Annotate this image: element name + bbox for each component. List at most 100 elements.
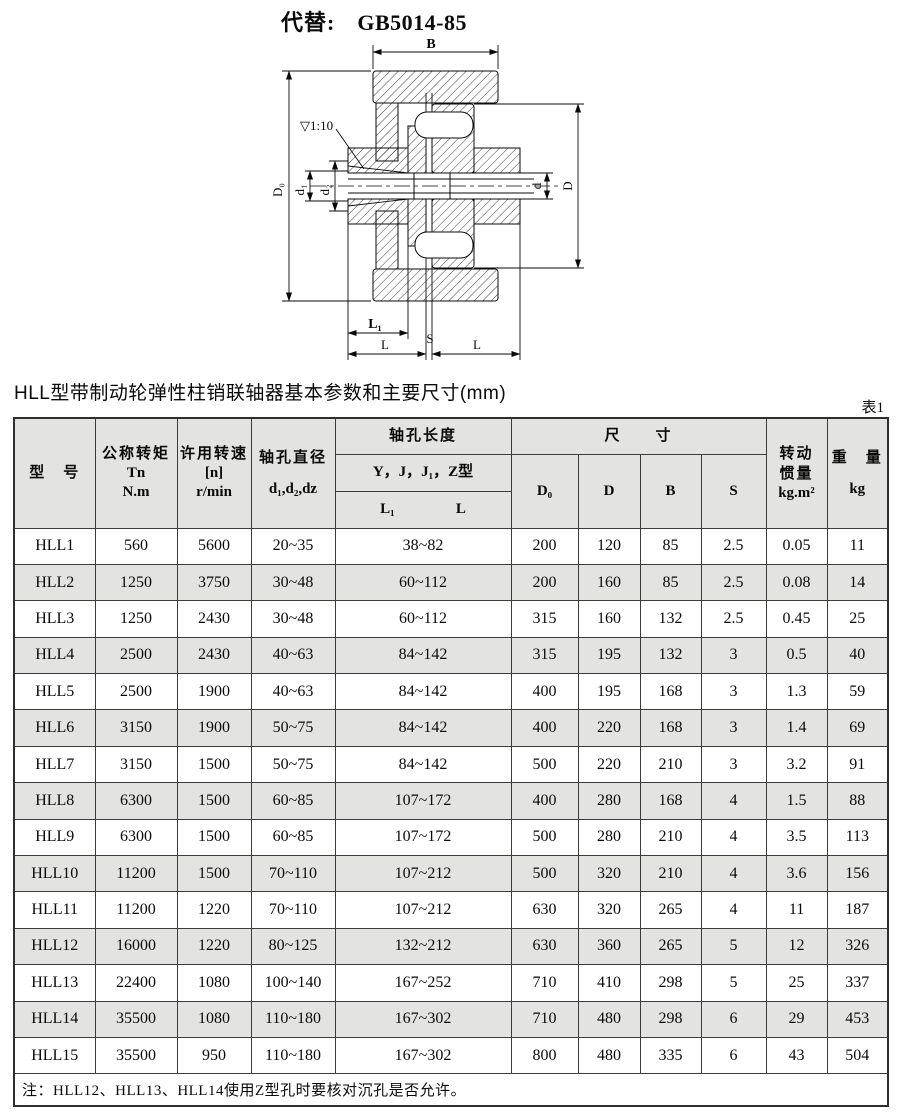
table-row: HLL14 35500 1080 110~180 167~302 710 480 298 6 29… bbox=[13, 1000, 889, 1038]
table-cell: 0.08 bbox=[765, 563, 828, 602]
taper-label: ▽1:10 bbox=[300, 118, 333, 133]
table-cell: 298 bbox=[639, 1000, 702, 1038]
table-cell: 0.05 bbox=[765, 527, 828, 565]
page-title: 代替: GB5014-85 bbox=[281, 5, 467, 37]
table-cell: 30~48 bbox=[250, 600, 336, 638]
model-cell: HLL14 bbox=[13, 1000, 96, 1038]
table-cell: 11200 bbox=[94, 891, 178, 929]
table-cell: 16000 bbox=[94, 927, 178, 966]
table-cell: 2500 bbox=[94, 636, 178, 675]
table-cell: 4 bbox=[700, 782, 767, 820]
table-cell: 40 bbox=[826, 636, 889, 675]
table-cell: 25 bbox=[765, 964, 828, 1002]
dim-label-d0: D₀ bbox=[270, 183, 285, 197]
model-cell: HLL8 bbox=[13, 782, 96, 820]
table-cell: 80~125 bbox=[250, 927, 336, 966]
table-cell: 504 bbox=[826, 1036, 889, 1075]
table-cell: 195 bbox=[577, 636, 641, 675]
table-cell: 1250 bbox=[94, 600, 178, 638]
table-cell: 6300 bbox=[94, 782, 178, 820]
table-cell: 500 bbox=[510, 855, 579, 893]
dim-label-b: B bbox=[426, 37, 435, 52]
table-cell: 1500 bbox=[176, 855, 252, 893]
table-row: HLL7 3150 1500 50~75 84~142 500 220 210 3 3.2 91 bbox=[13, 745, 889, 784]
table-cell: 315 bbox=[510, 636, 579, 675]
col-header-s: S bbox=[700, 453, 767, 529]
table-cell: 0.45 bbox=[765, 600, 828, 638]
table-cell: 210 bbox=[639, 745, 702, 784]
table-row: HLL12 16000 1220 80~125 132~212 630 360 265 5 12 3… bbox=[13, 927, 889, 966]
col-header-bore-length-group: 轴孔长度 bbox=[334, 417, 512, 455]
spec-table: 型 号 公称转矩 Tn N.m 许用转速 [n] r/min 轴孔直径 d₁,d… bbox=[13, 417, 890, 1108]
table-cell: 84~142 bbox=[334, 745, 512, 784]
model-cell: HLL6 bbox=[13, 709, 96, 747]
table-cell: 1080 bbox=[176, 1000, 252, 1038]
model-cell: HLL7 bbox=[13, 745, 96, 784]
table-cell: 630 bbox=[510, 891, 579, 929]
table-cell: 88 bbox=[826, 782, 889, 820]
table-row: HLL5 2500 1900 40~63 84~142 400 195 168 3 1.3 59 bbox=[13, 673, 889, 711]
table-cell: 1.4 bbox=[765, 709, 828, 747]
table-cell: 2.5 bbox=[700, 527, 767, 565]
table-cell: 84~142 bbox=[334, 709, 512, 747]
table-cell: 1220 bbox=[176, 891, 252, 929]
table-cell: 220 bbox=[577, 709, 641, 747]
model-cell: HLL2 bbox=[13, 563, 96, 602]
table-cell: 280 bbox=[577, 782, 641, 820]
table-cell: 360 bbox=[577, 927, 641, 966]
table-cell: 560 bbox=[94, 527, 178, 565]
table-cell: 113 bbox=[826, 818, 889, 857]
model-cell: HLL10 bbox=[13, 855, 96, 893]
table-cell: 84~142 bbox=[334, 673, 512, 711]
table-cell: 120 bbox=[577, 527, 641, 565]
coupling-section-drawing: B D₀ d₁ d₂ d D L₁ L S L ▽1:10 bbox=[270, 37, 584, 360]
table-cell: 337 bbox=[826, 964, 889, 1002]
table-cell: 40~63 bbox=[250, 636, 336, 675]
table-cell: 40~63 bbox=[250, 673, 336, 711]
col-header-speed: 许用转速 [n] r/min bbox=[176, 417, 252, 529]
table-cell: 132 bbox=[639, 600, 702, 638]
table-cell: 4 bbox=[700, 855, 767, 893]
table-cell: 60~85 bbox=[250, 818, 336, 857]
model-cell: HLL12 bbox=[13, 927, 96, 966]
table-row: HLL15 35500 950 110~180 167~302 800 480 335 6 43 5… bbox=[13, 1036, 889, 1075]
pin-bottom bbox=[414, 231, 474, 259]
table-cell: 6 bbox=[700, 1036, 767, 1075]
table-cell: 3.5 bbox=[765, 818, 828, 857]
table-cell: 210 bbox=[639, 855, 702, 893]
dimension-lines bbox=[282, 45, 584, 360]
table-cell: 43 bbox=[765, 1036, 828, 1075]
table-row: HLL9 6300 1500 60~85 107~172 500 280 210 4 3.5 113 bbox=[13, 818, 889, 857]
dim-label-l1: L₁ bbox=[368, 317, 382, 332]
table-cell: 110~180 bbox=[250, 1000, 336, 1038]
dim-label-l-right: L bbox=[473, 337, 481, 352]
table-row: HLL3 1250 2430 30~48 60~112 315 160 132 2.5 0.45 2… bbox=[13, 600, 889, 638]
table-cell: 22400 bbox=[94, 964, 178, 1002]
spec-table-body: HLL1 560 5600 20~35 38~82 200 120 85 2.5 0.05 11 HL… bbox=[13, 527, 889, 1075]
table-cell: 500 bbox=[510, 818, 579, 857]
table-cell: 2.5 bbox=[700, 563, 767, 602]
table-cell: 107~172 bbox=[334, 782, 512, 820]
table-cell: 6300 bbox=[94, 818, 178, 857]
table-cell: 1900 bbox=[176, 709, 252, 747]
table-cell: 0.5 bbox=[765, 636, 828, 675]
table-cell: 1.3 bbox=[765, 673, 828, 711]
table-cell: 85 bbox=[639, 527, 702, 565]
table-cell: 335 bbox=[639, 1036, 702, 1075]
table-cell: 200 bbox=[510, 527, 579, 565]
right-hub-top bbox=[473, 147, 521, 174]
dim-label-d: d bbox=[529, 182, 544, 189]
table-cell: 950 bbox=[176, 1036, 252, 1075]
table-cell: 91 bbox=[826, 745, 889, 784]
right-hub-bottom bbox=[473, 198, 521, 225]
table-cell: 326 bbox=[826, 927, 889, 966]
table-cell: 2430 bbox=[176, 636, 252, 675]
taper-line-top bbox=[347, 165, 409, 174]
table-row: HLL13 22400 1080 100~140 167~252 710 410 298 5 25… bbox=[13, 964, 889, 1002]
table-cell: 167~302 bbox=[334, 1036, 512, 1075]
table-title: HLL型带制动轮弹性柱销联轴器基本参数和主要尺寸(mm) bbox=[14, 383, 507, 404]
table-cell: 84~142 bbox=[334, 636, 512, 675]
dim-label-l-left: L bbox=[381, 337, 389, 352]
table-cell: 410 bbox=[577, 964, 641, 1002]
table-cell: 50~75 bbox=[250, 745, 336, 784]
